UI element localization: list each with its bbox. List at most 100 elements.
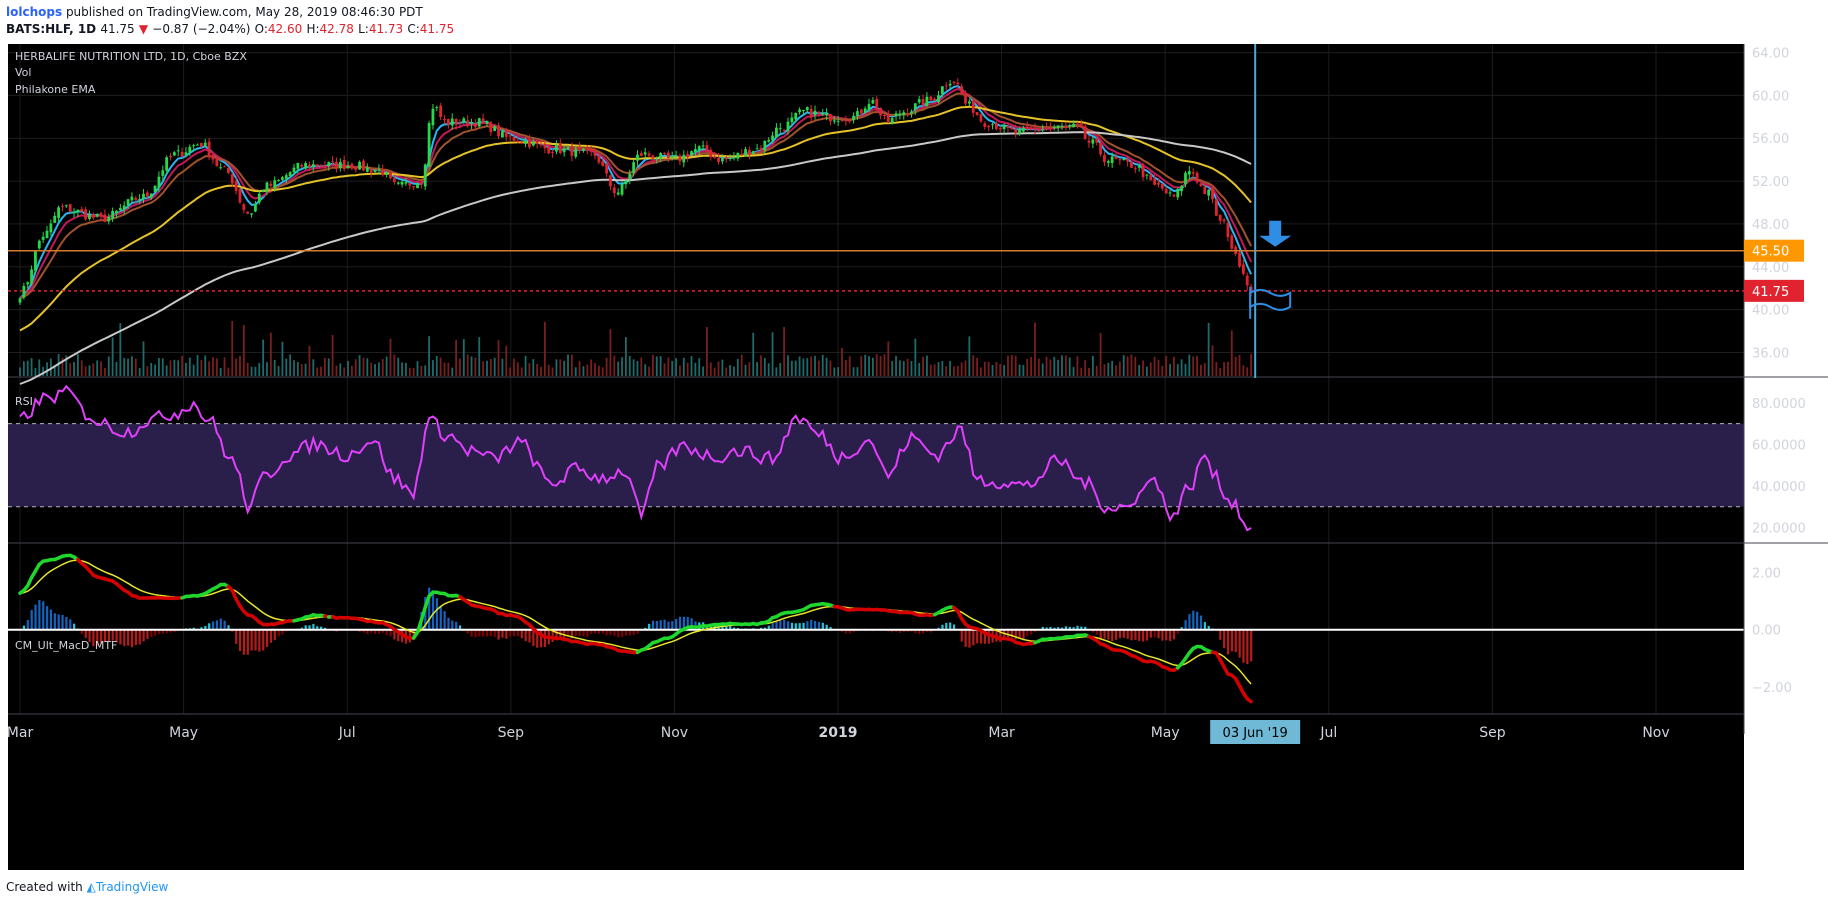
candle-body [111,210,115,219]
volume-bar [196,355,199,376]
volume-bar [752,332,755,376]
volume-bar [910,361,913,376]
volume-bar [794,360,797,376]
volume-bar [185,362,187,376]
price-pane-title: HERBALIFE NUTRITION LTD, 1D, Cboe BZX [15,50,247,63]
candle-body [825,112,828,116]
candle-body [435,107,439,109]
volume-bar [806,358,809,376]
candle-body [1006,125,1010,128]
volume-bar [269,332,272,376]
candle-body [871,99,875,104]
author-link[interactable]: lolchops [6,5,63,19]
candle-body [234,181,238,191]
macd-histogram-bar [1030,629,1033,635]
candle-body [906,113,910,115]
axes: 64.00 60.00 56.00 52.00 48.00 44.00 40.00 36.00… [7,44,1806,744]
macd-histogram-bar [1091,629,1095,633]
macd-histogram-bar [1188,614,1191,630]
macd-histogram-bar [80,629,83,635]
candle-body [937,95,940,103]
macd-histogram-bar [732,627,736,630]
candle-body [512,137,516,141]
volume-bar [34,367,37,376]
candle-body [1130,161,1133,168]
volume-bar [204,355,207,376]
macd-histogram-bar [258,629,261,652]
tradingview-brand-link[interactable]: TradingView [95,880,169,894]
candle-body [998,128,1002,130]
macd-histogram-bar [42,601,45,630]
volume-bar [26,360,29,376]
macd-histogram-bar [215,620,219,630]
macd-histogram-bar [1142,629,1145,642]
volume-bar [1061,355,1063,376]
candle-body [1029,128,1033,130]
candle-body [994,122,998,129]
macd-histogram-bar [775,621,778,630]
macd-histogram-bar [1122,629,1125,638]
candle-body [226,167,230,173]
candle-body [354,167,358,170]
volume-bar [972,355,975,376]
volume-bar [929,364,932,376]
volume-bar [748,362,751,376]
macd-histogram-bar [389,629,392,637]
volume-bar [852,367,855,376]
macd-histogram-bar [277,629,280,637]
candle-body [697,146,701,151]
candle-body [767,139,771,142]
volume-bar [389,338,392,376]
volume-bar [547,364,550,376]
candle-body [778,128,782,130]
volume-bar [744,364,747,376]
candle-body [794,112,798,120]
chart-canvas[interactable]: 64.00 60.00 56.00 52.00 48.00 44.00 40.00 36.00… [0,44,1828,870]
candle-body [250,213,253,215]
candle-body [1103,155,1106,162]
candle-body [917,99,921,103]
macd-histogram-bar [1149,629,1152,638]
candle-body [856,111,859,116]
macd-histogram-bar [134,629,137,646]
macd-histogram-bar [273,629,276,641]
candle-body [22,285,26,298]
candle-body [188,146,192,153]
flag-icon [1249,288,1292,311]
candle-body [1141,164,1145,178]
volume-bar [1068,357,1071,376]
price-pane[interactable] [18,78,1253,385]
volume-bar [663,363,666,376]
candle-body [446,119,450,125]
macd-pane[interactable] [8,553,1744,704]
macd-histogram-bar [223,620,226,630]
candle-body [311,164,315,167]
volume-bar [559,359,562,376]
candle-body [419,183,423,185]
macd-histogram-bar [211,621,215,630]
candle-body [1060,125,1064,127]
volume-bar [88,365,91,376]
macd-histogram-bar [505,629,508,639]
candle-body [165,157,169,171]
candle-body [115,210,118,213]
volume-bar [844,360,847,376]
volume-bar [771,332,774,376]
volume-bar [671,360,674,376]
macd-histogram-bar [570,629,574,639]
macd-histogram-bar [173,629,176,633]
candle-body [898,113,902,116]
volume-bar [783,326,786,376]
candle-body [624,180,628,185]
volume-bar [949,361,951,376]
low-label: L: [358,22,369,36]
candle-body [593,150,597,156]
candle-body [473,123,477,127]
macd-histogram-bar [1033,629,1037,633]
candle-body [377,169,381,171]
macd-histogram-bar [265,629,269,647]
volume-bar [76,354,79,376]
candle-body [609,175,612,187]
rsi-pane[interactable] [8,384,1744,532]
candle-body [61,206,64,208]
